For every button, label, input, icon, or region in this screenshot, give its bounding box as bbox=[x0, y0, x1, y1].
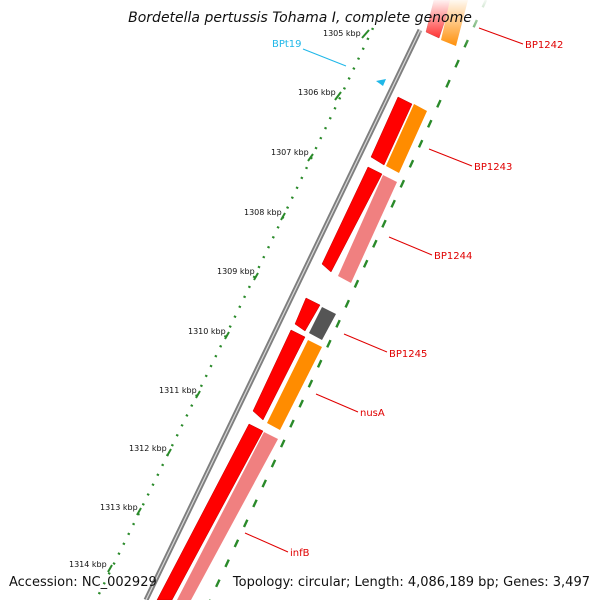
leader-line bbox=[478, 27, 524, 45]
ruler-label: 1313 kbp bbox=[100, 503, 138, 512]
cds-arrow[interactable] bbox=[252, 329, 306, 421]
ruler-tick bbox=[307, 153, 314, 162]
ruler: 1305 kbp 1306 kbp 1307 kbp 1308 kbp 1309… bbox=[69, 29, 370, 573]
ruler-tick bbox=[107, 564, 113, 573]
ruler-tick bbox=[195, 390, 201, 399]
leader-lines bbox=[244, 27, 524, 553]
genome-summary: Topology: circular; Length: 4,086,189 bp… bbox=[232, 575, 590, 590]
cds-arrow[interactable] bbox=[156, 423, 264, 600]
ruler-dotted-line bbox=[94, 27, 375, 600]
gene-labels: BP1242 BP1243 BP1244 BP1245 nusA infB BP… bbox=[272, 39, 563, 559]
ruler-tick bbox=[166, 448, 172, 457]
ruler-tick bbox=[361, 29, 370, 39]
ruler-label: 1307 kbp bbox=[271, 148, 309, 157]
leader-line bbox=[343, 333, 388, 353]
cds-arrow[interactable] bbox=[370, 96, 413, 166]
gene-block[interactable] bbox=[267, 340, 322, 430]
feature-bpt19-marker bbox=[376, 79, 386, 86]
ruler-tick bbox=[280, 212, 286, 221]
genome-backbone-highlight bbox=[145, 29, 421, 600]
cds-arrow[interactable] bbox=[321, 166, 383, 273]
ruler-label: 1306 kbp bbox=[298, 88, 336, 97]
cds-track bbox=[156, 0, 453, 600]
gene-block[interactable] bbox=[309, 307, 336, 340]
ruler-label: 1314 kbp bbox=[69, 560, 107, 569]
gene-block[interactable] bbox=[338, 175, 397, 283]
gene-track bbox=[177, 0, 468, 600]
leader-line bbox=[388, 236, 433, 256]
gene-label-bp1242[interactable]: BP1242 bbox=[525, 40, 563, 51]
gene-block[interactable] bbox=[386, 104, 427, 173]
ruler-tick bbox=[136, 507, 142, 516]
leader-line bbox=[428, 148, 473, 167]
ruler-label: 1309 kbp bbox=[217, 267, 255, 276]
ruler-tick bbox=[334, 91, 342, 101]
ruler-label: 1305 kbp bbox=[323, 29, 361, 38]
leader-line-bpt19 bbox=[302, 48, 347, 67]
map-title: Bordetella pertussis Tohama I, complete … bbox=[128, 10, 472, 26]
gene-label-bp1243[interactable]: BP1243 bbox=[474, 162, 512, 173]
ruler-label: 1311 kbp bbox=[159, 386, 197, 395]
ruler-tick bbox=[224, 331, 230, 340]
gene-block[interactable] bbox=[177, 432, 278, 600]
ruler-label: 1308 kbp bbox=[244, 208, 282, 217]
cds-arrow[interactable] bbox=[294, 297, 321, 332]
right-tick-track bbox=[208, 0, 488, 600]
gene-label-nusa[interactable]: nusA bbox=[360, 408, 385, 419]
ruler-label: 1312 kbp bbox=[129, 444, 167, 453]
accession-label: Accession: NC_002929 bbox=[9, 575, 157, 590]
gene-label-infb[interactable]: infB bbox=[290, 548, 310, 559]
ruler-tick bbox=[253, 272, 259, 281]
gene-label-bp1245[interactable]: BP1245 bbox=[389, 349, 427, 360]
gene-label-bp1244[interactable]: BP1244 bbox=[434, 251, 472, 262]
ruler-label: 1310 kbp bbox=[188, 327, 226, 336]
leader-line bbox=[315, 393, 359, 413]
top-fade bbox=[420, 0, 490, 48]
feature-label-bpt19[interactable]: BPt19 bbox=[272, 39, 302, 50]
leader-line bbox=[244, 532, 289, 553]
